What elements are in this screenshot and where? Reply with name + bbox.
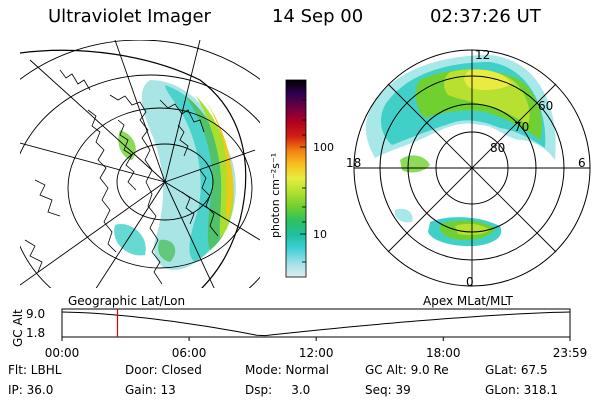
status-ip: IP: 36.0 bbox=[8, 383, 53, 397]
altitude-x-axis: 00:00 06:00 12:00 18:00 23:59 bbox=[45, 337, 588, 360]
observation-time: 02:37:26 UT bbox=[430, 6, 541, 27]
polar-mlt-label-6: 6 bbox=[578, 156, 586, 170]
altitude-plot-frame bbox=[61, 308, 571, 338]
status-seq: Seq: 39 bbox=[365, 383, 411, 397]
instrument-title: Ultraviolet Imager bbox=[48, 6, 211, 27]
altitude-y-tick-min: 1.8 bbox=[26, 326, 45, 340]
altitude-y-tick-max: 9.0 bbox=[26, 307, 45, 321]
status-mode: Mode: Normal bbox=[245, 363, 329, 377]
aurora-emission-geographic bbox=[114, 80, 236, 270]
altitude-timeline-panel: Geographic Lat/Lon Apex MLat/MLT GC Alt … bbox=[11, 294, 587, 360]
altitude-x-tick-label: 00:00 bbox=[45, 346, 80, 360]
polar-lat-label-60: 60 bbox=[538, 99, 553, 113]
altitude-curve bbox=[61, 311, 571, 337]
geographic-map-panel bbox=[20, 40, 260, 288]
altitude-y-title: GC Alt bbox=[11, 309, 25, 347]
polar-mlt-label-18: 18 bbox=[346, 156, 361, 170]
colorbar-unit-label: photon cm⁻²s⁻¹ bbox=[269, 153, 282, 238]
status-glon: GLon: 318.1 bbox=[485, 383, 558, 397]
status-glat: GLat: 67.5 bbox=[485, 363, 548, 377]
altitude-x-tick-label: 06:00 bbox=[172, 346, 207, 360]
altitude-x-tick-label: 18:00 bbox=[426, 346, 461, 360]
colorbar: 100 10 photon cm⁻²s⁻¹ bbox=[269, 79, 334, 278]
coastline-outlines bbox=[24, 69, 219, 285]
status-footer: Flt: LBHL Door: Closed Mode: Normal GC A… bbox=[8, 363, 558, 397]
polar-mlat-mlt-panel: 60 70 80 12 18 6 0 bbox=[346, 48, 591, 289]
status-gc-alt: GC Alt: 9.0 Re bbox=[365, 363, 449, 377]
geographic-latitude-grid bbox=[20, 40, 260, 288]
polar-mlt-spokes bbox=[354, 50, 590, 286]
geographic-longitude-grid bbox=[20, 40, 260, 288]
altitude-x-tick-label: 12:00 bbox=[299, 346, 334, 360]
apex-label: Apex MLat/MLT bbox=[423, 294, 513, 308]
polar-mlt-label-12: 12 bbox=[475, 48, 490, 62]
geographic-label: Geographic Lat/Lon bbox=[68, 294, 185, 308]
altitude-x-tick-label: 23:59 bbox=[553, 346, 588, 360]
status-dsp: Dsp: 3.0 bbox=[245, 383, 310, 397]
status-gain: Gain: 13 bbox=[125, 383, 176, 397]
map-outer-boundary bbox=[20, 49, 247, 288]
colorbar-tick-10: 10 bbox=[313, 228, 327, 241]
colorbar-scale bbox=[285, 79, 307, 278]
colorbar-ticks bbox=[300, 99, 306, 263]
status-door: Door: Closed bbox=[125, 363, 202, 377]
observation-date: 14 Sep 00 bbox=[272, 6, 364, 27]
polar-mlt-label-0: 0 bbox=[466, 275, 474, 289]
polar-lat-label-80: 80 bbox=[490, 141, 505, 155]
colorbar-tick-100: 100 bbox=[313, 141, 334, 154]
polar-lat-label-70: 70 bbox=[514, 120, 529, 134]
status-flt: Flt: LBHL bbox=[8, 363, 62, 377]
